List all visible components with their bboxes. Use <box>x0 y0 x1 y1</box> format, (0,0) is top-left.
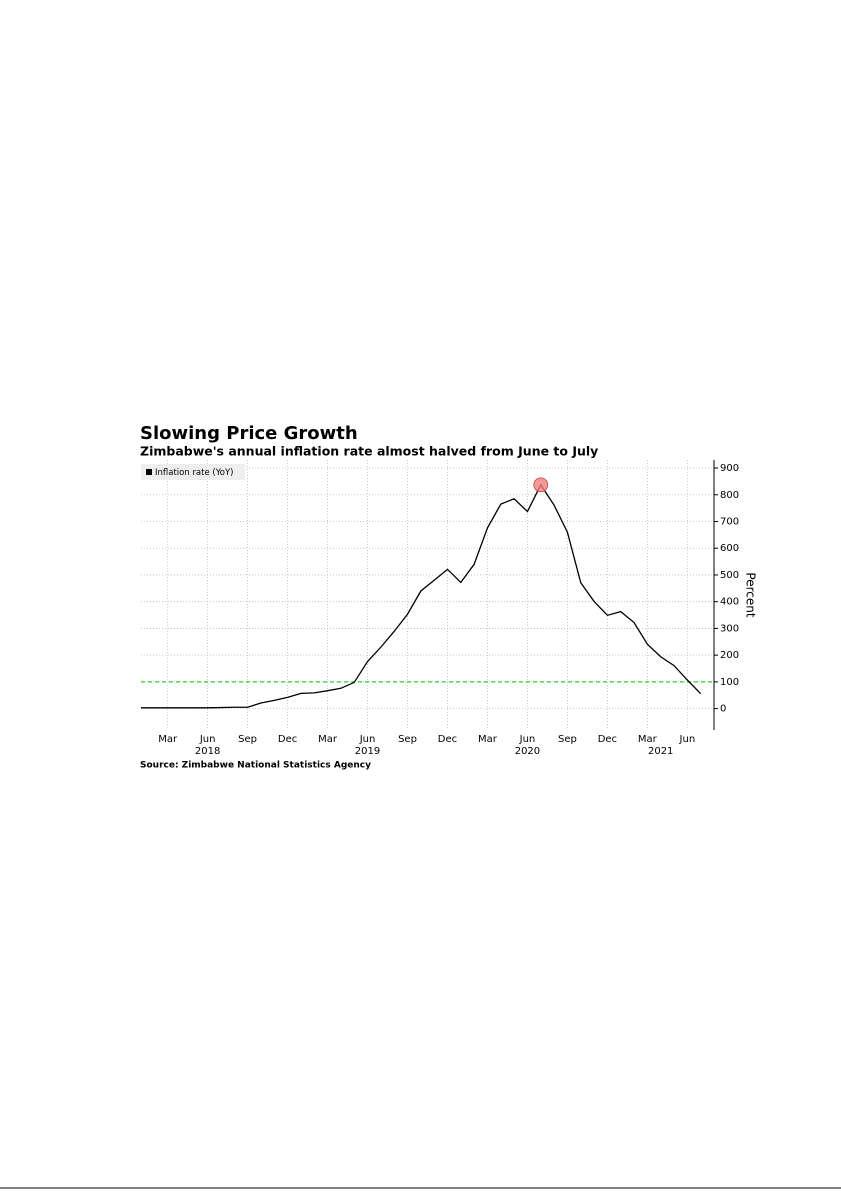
x-tick-label: Mar <box>478 734 498 745</box>
legend-swatch <box>146 469 152 475</box>
x-year-label: 2020 <box>515 746 540 757</box>
x-year-label: 2019 <box>355 746 380 757</box>
y-tick-label: 600 <box>720 543 739 554</box>
x-tick-label: Jun <box>199 734 216 745</box>
y-tick-label: 800 <box>720 490 739 501</box>
x-tick-label: Dec <box>598 734 617 745</box>
legend-label: Inflation rate (YoY) <box>155 468 234 478</box>
x-tick-label: Sep <box>398 734 417 745</box>
x-tick-label: Dec <box>278 734 297 745</box>
x-tick-label: Mar <box>318 734 338 745</box>
highlight-marker <box>533 477 549 493</box>
x-tick-label: Jun <box>679 734 696 745</box>
x-tick-label: Mar <box>638 734 658 745</box>
x-tick-label: Jun <box>519 734 536 745</box>
y-tick-label: 100 <box>720 677 739 688</box>
y-tick-label: 400 <box>720 597 739 608</box>
series-line <box>141 483 702 709</box>
x-tick-label: Jun <box>359 734 376 745</box>
y-tick-label: 500 <box>720 570 739 581</box>
x-tick-label: Dec <box>438 734 457 745</box>
y-tick-label: 0 <box>720 704 726 715</box>
y-tick-label: 900 <box>720 463 739 474</box>
y-tick-label: 700 <box>720 516 739 527</box>
x-tick-label: Mar <box>158 734 178 745</box>
x-year-label: 2018 <box>195 746 220 757</box>
y-tick-label: 300 <box>720 623 739 634</box>
x-tick-label: Sep <box>238 734 257 745</box>
legend-box <box>141 464 245 480</box>
y-tick-label: 200 <box>720 650 739 661</box>
chart-subtitle: Zimbabwe's annual inflation rate almost … <box>140 444 598 459</box>
y-axis-label: Percent <box>744 572 758 617</box>
x-year-label: 2021 <box>648 746 673 757</box>
chart-title: Slowing Price Growth <box>140 423 358 444</box>
x-tick-label: Sep <box>558 734 577 745</box>
source: Source: Zimbabwe National Statistics Age… <box>140 761 371 771</box>
